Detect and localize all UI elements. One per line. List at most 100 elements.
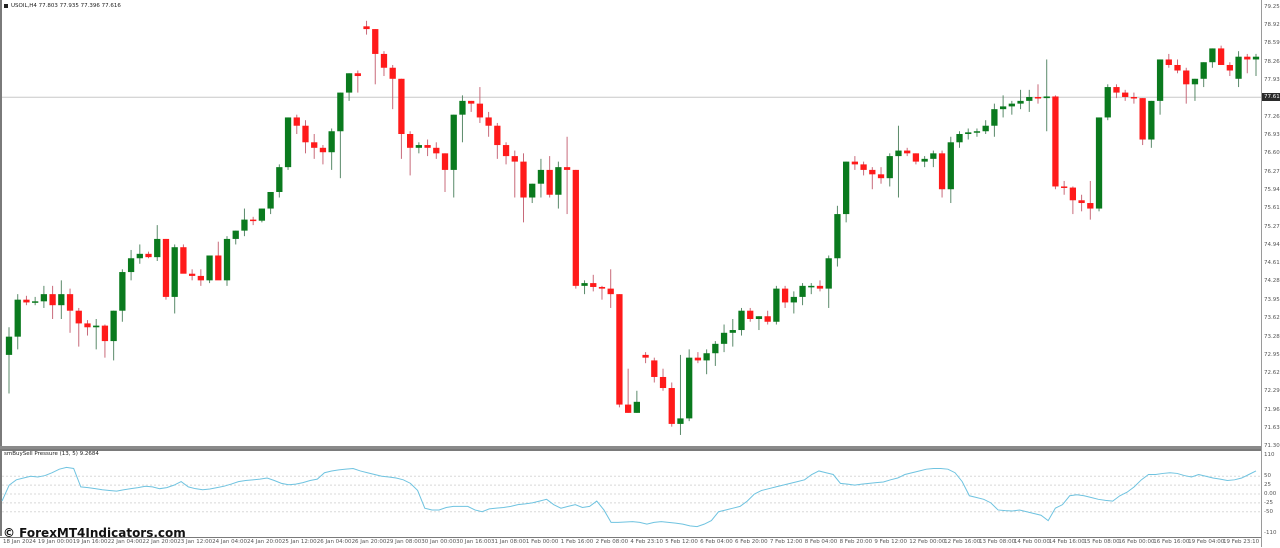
candle [14, 294, 21, 350]
candle [1156, 59, 1164, 115]
time-tick-label: 1 Feb 16:00 [560, 539, 594, 545]
time-tick-label: 8 Feb 04:00 [804, 539, 838, 545]
price-tick-label: 74.940 [1264, 241, 1280, 248]
candle [572, 169, 579, 289]
price-tick-label: 71.300 [1264, 443, 1280, 449]
price-tick-label: 71.960 [1264, 406, 1280, 413]
candle [1069, 186, 1077, 215]
price-axis[interactable] [1261, 0, 1280, 547]
price-chart-pane[interactable] [0, 0, 1261, 447]
time-tick-label: 18 Jan 2024 [3, 539, 36, 545]
candle [1244, 53, 1251, 74]
candle [773, 285, 780, 325]
indicator-pane[interactable] [0, 449, 1261, 536]
candle [1174, 59, 1181, 74]
indicator-name-label: smBuySell Pressure (13, 5) 9.2684 [4, 451, 99, 457]
indicator-tick-label: -25 [1264, 499, 1273, 506]
candle [502, 142, 510, 165]
candle [363, 20, 370, 35]
time-tick-label: 19 Feb 04:00 [1188, 539, 1225, 545]
candle [563, 136, 571, 215]
indicator-tick-label: 50 [1264, 473, 1271, 480]
candle [1148, 100, 1155, 148]
candle [206, 255, 213, 284]
candle [869, 167, 876, 190]
candle [494, 122, 501, 159]
candle [171, 244, 178, 314]
price-tick-label: 72.950 [1264, 351, 1280, 358]
candle [799, 283, 806, 306]
candle [372, 29, 379, 85]
time-tick-label: 22 Jan 20:00 [142, 539, 178, 545]
candle [485, 111, 492, 137]
candle [999, 95, 1007, 118]
time-axis[interactable] [0, 537, 1261, 548]
candle [354, 70, 361, 93]
candle [1130, 92, 1138, 104]
time-tick-label: 14 Feb 00:00 [1013, 539, 1050, 545]
candle [668, 382, 675, 427]
candle [991, 103, 998, 137]
time-tick-label: 7 Feb 12:00 [769, 539, 803, 545]
indicator-tick-label: 25 [1264, 482, 1271, 489]
candle [1252, 53, 1260, 77]
candle [633, 390, 640, 413]
symbol-ohlc-label: USOIL,H4 77.803 77.935 77.396 77.616 [4, 3, 121, 9]
time-tick-label: 25 Jan 12:00 [281, 539, 317, 545]
price-tick-label: 74.610 [1264, 260, 1280, 267]
time-tick-label: 5 Feb 12:00 [665, 539, 698, 545]
candle [816, 280, 824, 292]
candle [267, 191, 274, 215]
candle [546, 156, 553, 198]
time-tick-label: 6 Feb 04:00 [700, 539, 733, 545]
indicator-tick-label: -50 [1264, 508, 1273, 515]
time-tick-label: 26 Jan 04:00 [316, 539, 352, 545]
watermark: © ForexMT4Indicators.com [3, 526, 186, 540]
candle [1183, 67, 1190, 104]
candle [180, 244, 187, 274]
candle [1113, 84, 1120, 99]
candle [607, 269, 614, 308]
candle [886, 153, 893, 187]
time-tick-label: 1 Feb 00:00 [525, 539, 559, 545]
candle [520, 153, 527, 223]
time-tick-label: 16 Feb 00:00 [1118, 539, 1155, 545]
candle [659, 368, 667, 391]
candle [973, 128, 981, 137]
candle [101, 324, 109, 358]
price-tick-label: 74.280 [1264, 278, 1280, 285]
candle [904, 147, 911, 157]
candle [694, 352, 702, 364]
pane-separator[interactable] [0, 446, 1261, 449]
candle [956, 131, 963, 148]
candle [1139, 98, 1146, 146]
candle [625, 368, 632, 413]
time-tick-label: 15 Feb 08:00 [1083, 539, 1120, 545]
candle [529, 183, 536, 204]
price-tick-label: 78.920 [1264, 22, 1280, 29]
candle [433, 142, 440, 159]
candle [537, 158, 545, 198]
candle [1061, 180, 1068, 195]
price-tick-label: 79.250 [1264, 4, 1280, 10]
candle [232, 230, 239, 245]
price-tick-label: 76.930 [1264, 132, 1280, 139]
candle [415, 142, 422, 154]
candle [328, 128, 335, 170]
candle [110, 310, 117, 361]
candle [677, 354, 684, 435]
current-price-marker: 77.616 [1262, 93, 1280, 102]
time-tick-label: 12 Feb 16:00 [944, 539, 981, 545]
candle [154, 225, 161, 262]
candle [1104, 84, 1111, 121]
candle [930, 150, 937, 168]
price-tick-label: 73.280 [1264, 333, 1280, 340]
price-tick-label: 75.270 [1264, 223, 1280, 230]
candle [1026, 89, 1033, 112]
time-tick-label: 16 Feb 16:00 [1153, 539, 1190, 545]
candle [703, 349, 710, 375]
candle [49, 285, 56, 319]
candle [834, 205, 841, 267]
candle [712, 341, 719, 366]
